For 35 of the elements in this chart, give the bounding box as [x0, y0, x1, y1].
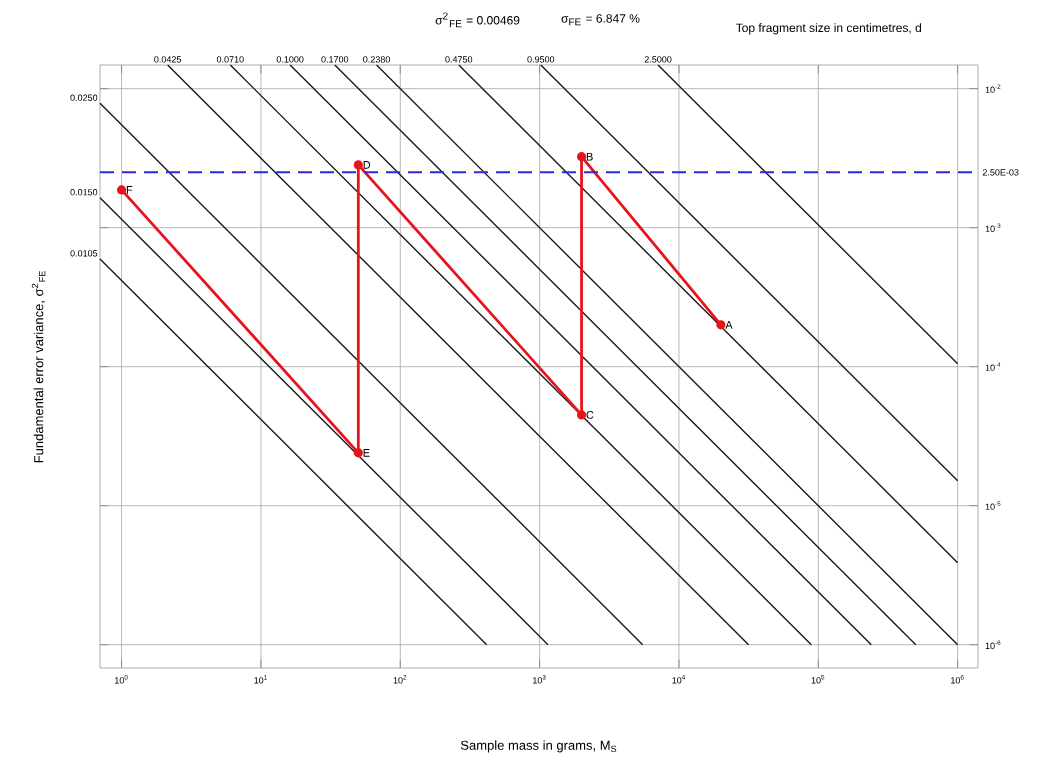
- annotation: E: [363, 449, 370, 457]
- x-tick-label: 10$^{6}$: [951, 675, 964, 684]
- series-label: 0.1000: [276, 56, 304, 63]
- y-axis-title: Fundamental error variance, σ$^{2}$FE: [31, 271, 46, 463]
- series-label: 0.0710: [216, 56, 244, 63]
- x-tick-label: 10$^{2}$: [393, 675, 407, 684]
- series-label: 0.4750: [445, 56, 473, 63]
- text: σ$_{FE}$ = 6.847 %: [561, 14, 640, 26]
- y-tick-label: 10$^{-6}$: [985, 640, 1001, 649]
- y-tick-label: 10$^{-4}$: [985, 362, 1001, 371]
- y-tick-label: 10$^{-2}$: [985, 84, 1001, 93]
- annotation: B: [586, 152, 593, 161]
- annotation: D: [363, 161, 371, 169]
- series-label: 0.0150: [70, 189, 98, 196]
- x-tick-label: 10$^{5}$: [811, 675, 825, 684]
- annotation: F: [126, 186, 133, 194]
- series-label: 0.0105: [70, 250, 98, 257]
- series-label: 0.9500: [527, 56, 555, 63]
- x-tick-label: 10$^{3}$: [533, 675, 546, 684]
- text: Top fragment size in centimetres, d: [735, 23, 921, 35]
- x-tick-label: 10$^{4}$: [672, 675, 686, 684]
- y-tick-label: 10$^{-3}$: [985, 223, 1001, 232]
- text: σ$^{2}$$_{FE}$ = 0.00469: [435, 12, 520, 28]
- annotation: A: [725, 321, 733, 329]
- x-tick-label: 10$^{1}$: [254, 675, 267, 684]
- annotation: C: [586, 411, 594, 419]
- x-axis-title: Sample mass in grams, M$_{S}$: [460, 740, 617, 753]
- series-label: 0.2380: [363, 56, 390, 63]
- series-label: 2.5000: [644, 56, 672, 63]
- series-label: 0.0425: [154, 56, 182, 63]
- series-label: 0.1700: [321, 56, 349, 63]
- x-tick-label: 10$^{0}$: [115, 675, 128, 684]
- ref-line-label: 2.50E-03: [982, 169, 1019, 176]
- series-label: 0.0250: [70, 94, 98, 101]
- y-tick-label: 10$^{-5}$: [985, 501, 1001, 510]
